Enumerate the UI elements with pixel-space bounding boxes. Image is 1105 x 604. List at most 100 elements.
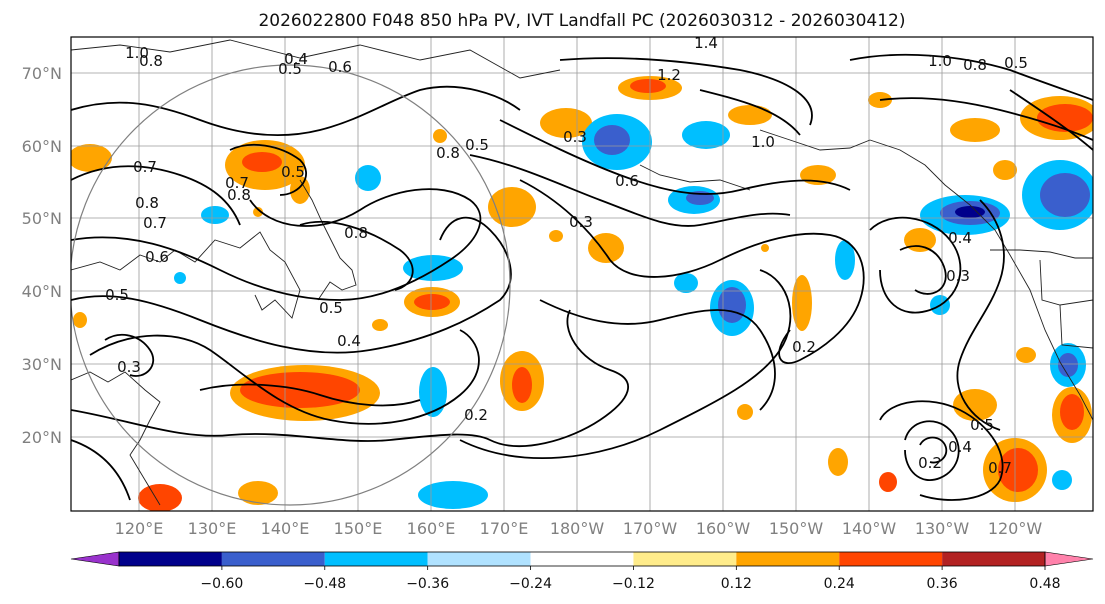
colorbar-tick-label: 0.12 bbox=[721, 576, 752, 592]
contour-label: 1.4 bbox=[694, 34, 718, 52]
colorbar-swatch bbox=[427, 552, 531, 566]
contour-line bbox=[956, 199, 1005, 431]
lon-label: 120°W bbox=[988, 519, 1043, 538]
pv-contours bbox=[71, 53, 1093, 501]
lon-label: 160°W bbox=[696, 519, 751, 538]
contour-line bbox=[869, 216, 962, 314]
contour-label: 0.8 bbox=[436, 144, 460, 162]
figure-title: 2026022800 F048 850 hPa PV, IVT Landfall… bbox=[258, 11, 905, 31]
colorbar: −0.60 −0.48 −0.36 −0.24 −0.12 0.12 0.24 0.36 0.4… bbox=[70, 551, 1094, 592]
coastline-siberia bbox=[71, 39, 561, 79]
contour-label: 0.8 bbox=[139, 52, 163, 70]
colorbar-tick-label: −0.60 bbox=[200, 576, 243, 592]
shade-blob bbox=[1016, 347, 1036, 363]
contour-label: 0.5 bbox=[281, 163, 305, 181]
contour-label: 1.0 bbox=[125, 44, 149, 62]
shade-blob bbox=[201, 206, 229, 224]
contour-line bbox=[499, 119, 851, 195]
contour-line bbox=[459, 269, 792, 459]
contour-line bbox=[89, 329, 480, 425]
colorbar-swatch bbox=[633, 552, 737, 566]
contour-label: 0.8 bbox=[227, 186, 251, 204]
colorbar-swatch bbox=[942, 552, 1045, 566]
shade-blob bbox=[1060, 394, 1084, 430]
contour-label: 0.6 bbox=[615, 172, 639, 190]
contour-label: 0.8 bbox=[344, 224, 368, 242]
shade-blob bbox=[174, 272, 186, 284]
contour-label: 0.5 bbox=[105, 286, 129, 304]
colorbar-swatch bbox=[221, 552, 325, 566]
coastline-china-korea bbox=[71, 231, 301, 319]
contour-line bbox=[229, 143, 307, 196]
contour-label: 0.5 bbox=[278, 60, 302, 78]
shade-blob bbox=[71, 144, 112, 172]
contour-line bbox=[71, 188, 482, 301]
lon-label: 120°E bbox=[115, 519, 164, 538]
colorbar-tick-label: 0.36 bbox=[927, 576, 958, 592]
shade-blob bbox=[993, 160, 1017, 180]
lon-label: 160°E bbox=[407, 519, 456, 538]
contour-line bbox=[199, 383, 421, 407]
shade-blob bbox=[682, 121, 730, 149]
shade-blob bbox=[242, 152, 282, 172]
shade-blob bbox=[737, 404, 753, 420]
longitude-labels: 120°E 130°E 140°E 150°E 160°E 170°E 180°W 170°W… bbox=[115, 519, 1043, 538]
shade-blob bbox=[512, 367, 532, 403]
shade-blob bbox=[372, 319, 388, 331]
contour-label: 0.4 bbox=[948, 229, 972, 247]
shade-blob bbox=[950, 118, 1000, 142]
contour-label: 0.5 bbox=[1004, 54, 1028, 72]
contour-line bbox=[519, 179, 865, 365]
contour-line bbox=[699, 89, 801, 136]
contour-label: 0.5 bbox=[319, 299, 343, 317]
colorbar-swatch bbox=[119, 552, 222, 566]
lat-label: 20°N bbox=[22, 428, 62, 447]
colorbar-swatch bbox=[530, 552, 634, 566]
pv-shading bbox=[71, 76, 1093, 511]
contour-label: 0.4 bbox=[284, 50, 308, 68]
shade-blob bbox=[488, 187, 536, 227]
colorbar-tick-label: −0.36 bbox=[406, 576, 449, 592]
colorbar-swatch bbox=[736, 552, 840, 566]
lon-label: 170°E bbox=[480, 519, 529, 538]
colorbar-swatch bbox=[324, 552, 428, 566]
lon-label: 180°W bbox=[550, 519, 605, 538]
contour-label: 0.7 bbox=[225, 174, 249, 192]
shade-blob bbox=[594, 125, 630, 155]
contour-label: 0.8 bbox=[963, 56, 987, 74]
contour-line bbox=[71, 439, 131, 501]
shade-blob bbox=[904, 228, 936, 252]
colorbar-tick-label: −0.48 bbox=[303, 576, 346, 592]
contour-line bbox=[104, 333, 155, 377]
shade-blob bbox=[419, 367, 447, 417]
lat-label: 70°N bbox=[22, 64, 62, 83]
shade-blob bbox=[355, 165, 381, 191]
shade-blob bbox=[792, 275, 812, 331]
shade-blob bbox=[1052, 470, 1072, 490]
aleutian-chain bbox=[639, 164, 751, 191]
contour-label: 1.0 bbox=[928, 52, 952, 70]
lon-label: 150°E bbox=[334, 519, 383, 538]
contour-line bbox=[299, 221, 414, 291]
contour-label: 0.7 bbox=[143, 214, 167, 232]
shade-blob bbox=[290, 176, 310, 204]
contour-line bbox=[1009, 89, 1093, 151]
contour-label: 0.4 bbox=[337, 332, 361, 350]
shade-blob bbox=[414, 294, 450, 310]
contour-label: 0.3 bbox=[946, 267, 970, 285]
colorbar-tick-label: 0.48 bbox=[1029, 576, 1060, 592]
coastline-kamchatka-japan bbox=[299, 179, 357, 301]
contour-line bbox=[849, 53, 1093, 101]
contour-label: 0.2 bbox=[792, 338, 816, 356]
shade-blob bbox=[998, 448, 1038, 492]
state-border bbox=[1039, 259, 1093, 306]
contour-line bbox=[71, 309, 629, 447]
shade-blob bbox=[138, 484, 182, 511]
contour-label: 0.7 bbox=[133, 158, 157, 176]
lon-label: 130°E bbox=[188, 519, 237, 538]
colorbar-frame bbox=[118, 551, 1046, 567]
contour-line bbox=[539, 299, 776, 411]
shade-blob bbox=[418, 481, 488, 509]
contour-labels: 1.00.8 0.50.4 0.61.41.21.0 0.8 0.50.70.80.70… bbox=[105, 34, 1028, 477]
